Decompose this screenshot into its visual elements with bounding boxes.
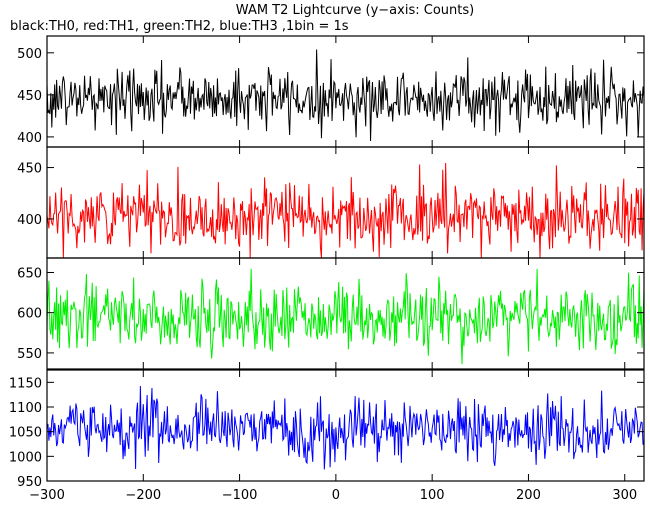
series-line-th0: [47, 49, 644, 141]
y-tick-label: 400: [17, 213, 42, 228]
panels-group: 4004505004004505506006509501000105011001…: [9, 35, 645, 503]
x-tick-label: 100: [420, 488, 445, 503]
x-tick-label: 0: [332, 488, 340, 503]
panel-frame-th2: [46, 257, 645, 370]
y-tick-label: 1000: [9, 450, 42, 465]
panel-frame-th1: [46, 146, 645, 259]
y-tick-label: 650: [17, 266, 42, 281]
y-tick-label: 600: [17, 307, 42, 322]
x-tick-label: 300: [612, 488, 637, 503]
x-tick-label: −100: [222, 488, 258, 503]
series-line-th3: [47, 386, 644, 470]
y-tick-label: 1100: [9, 401, 42, 416]
chart-title: WAM T2 Lightcurve (y−axis: Counts): [236, 3, 474, 18]
y-tick-label: 1050: [9, 426, 42, 441]
y-tick-label: 500: [17, 47, 42, 62]
series-line-th1: [47, 163, 644, 258]
y-tick-label: 950: [17, 475, 42, 490]
y-tick-label: 450: [17, 89, 42, 104]
y-tick-label: 450: [17, 162, 42, 177]
y-tick-label: 550: [17, 347, 42, 362]
chart-subtitle: black:TH0, red:TH1, green:TH2, blue:TH3 …: [10, 19, 349, 34]
y-tick-label: 1150: [9, 376, 42, 391]
x-tick-label: −300: [29, 488, 65, 503]
x-tick-label: 200: [516, 488, 541, 503]
panel-frame-th3: [46, 369, 645, 482]
y-tick-label: 400: [17, 131, 42, 146]
series-line-th2: [47, 268, 644, 365]
x-tick-label: −200: [125, 488, 161, 503]
